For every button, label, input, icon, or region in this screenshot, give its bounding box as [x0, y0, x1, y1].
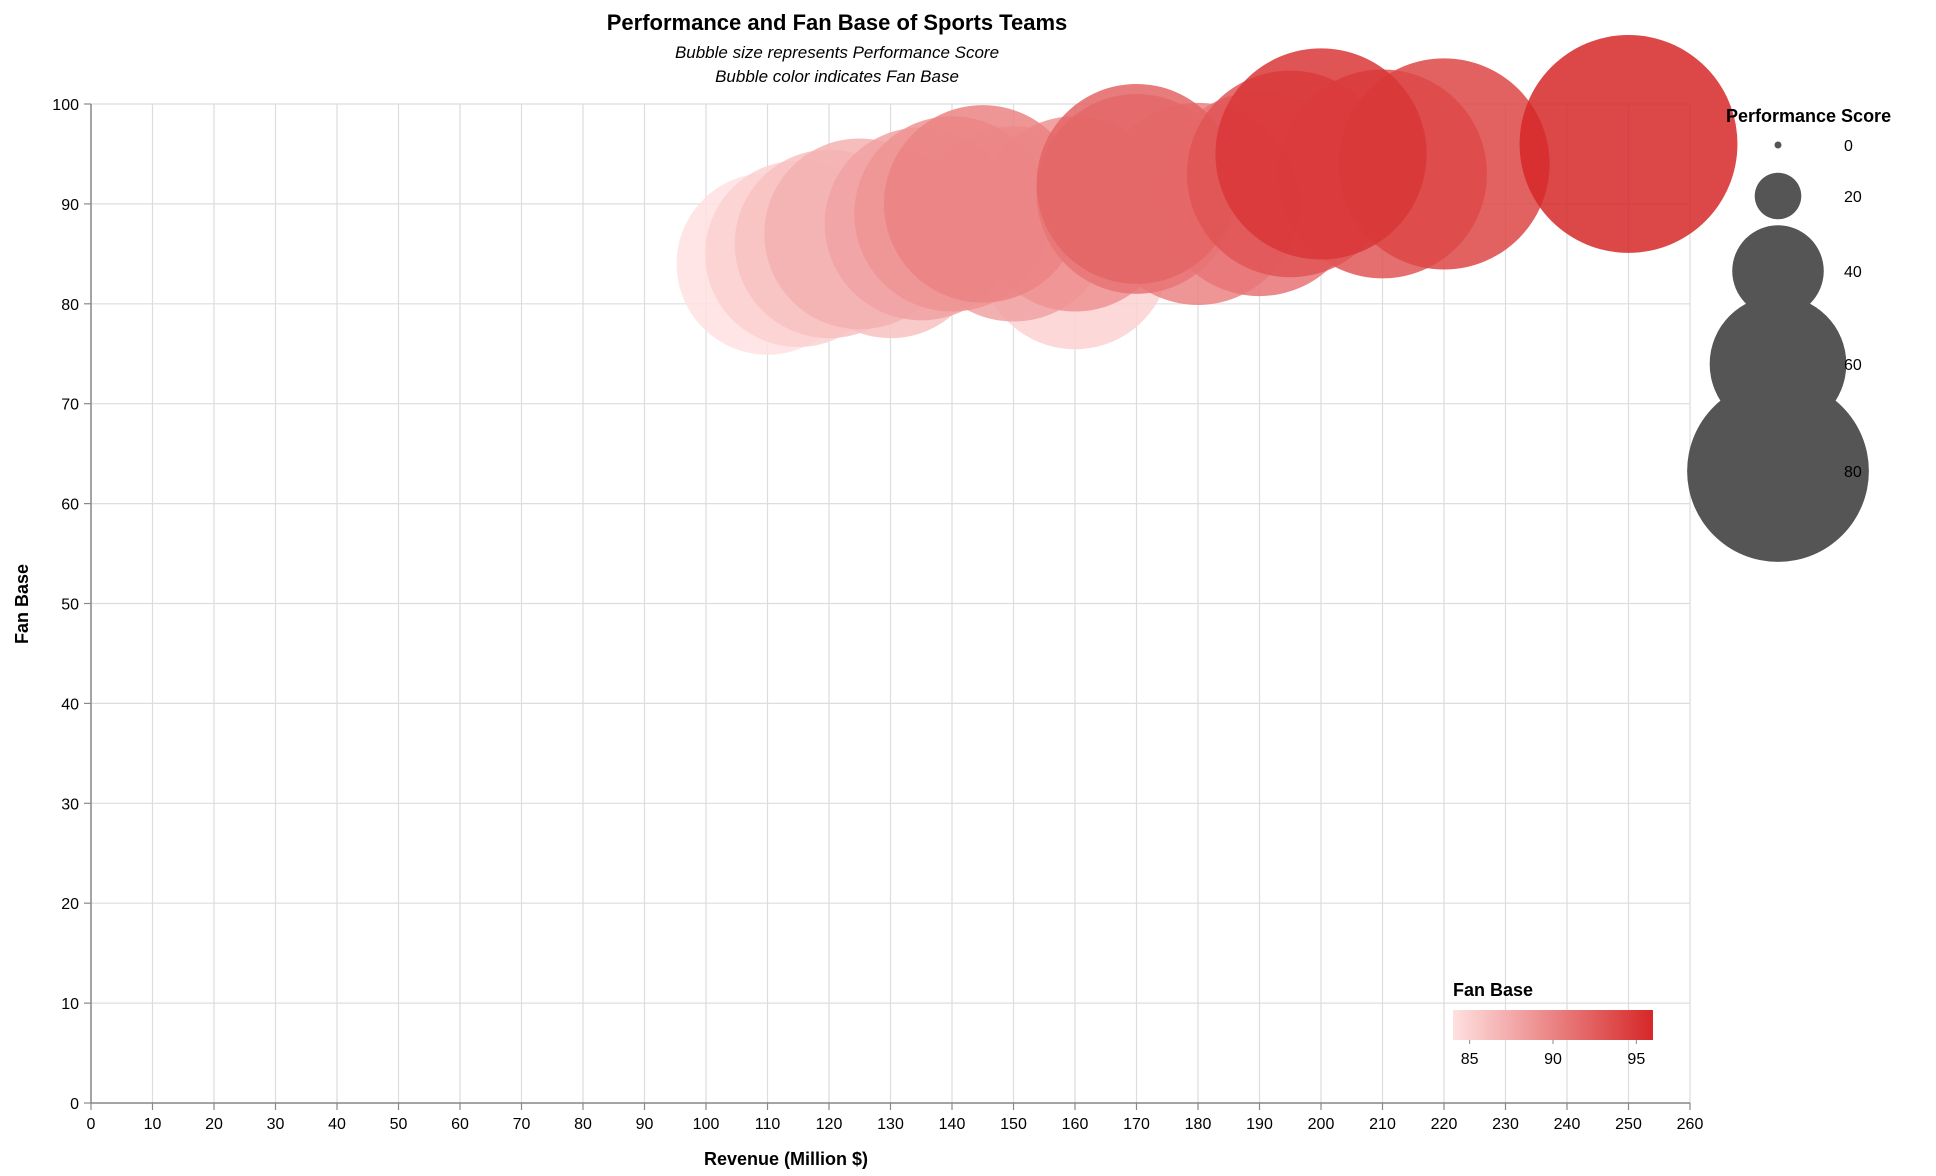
size-legend: Performance Score 0 20 40 60 80 [1687, 106, 1891, 562]
x-tick-label: 110 [755, 1116, 781, 1133]
x-tick-label: 240 [1554, 1116, 1581, 1133]
x-tick-label: 10 [144, 1116, 162, 1133]
x-tick-label: 30 [267, 1116, 285, 1133]
x-tick-label: 170 [1123, 1116, 1150, 1133]
chart-subtitle-line-1: Bubble size represents Performance Score [675, 43, 999, 62]
bubble [1215, 48, 1427, 260]
y-tick-label: 10 [61, 996, 79, 1013]
y-tick-label: 0 [70, 1096, 79, 1113]
chart-title: Performance and Fan Base of Sports Teams [607, 10, 1068, 35]
y-tick-label: 20 [61, 896, 79, 913]
bubble [883, 105, 1082, 303]
size-legend-label: 20 [1844, 189, 1862, 206]
x-tick-label: 220 [1431, 1116, 1458, 1133]
x-tick-label: 260 [1677, 1116, 1704, 1133]
y-tick-label: 60 [61, 497, 79, 514]
x-tick-label: 0 [87, 1116, 96, 1133]
x-tick-label: 160 [1062, 1116, 1089, 1133]
chart-subtitle-line-2: Bubble color indicates Fan Base [715, 67, 959, 86]
x-tick-label: 200 [1308, 1116, 1335, 1133]
x-tick-label: 250 [1615, 1116, 1642, 1133]
x-tick-label: 80 [574, 1116, 592, 1133]
color-legend-title: Fan Base [1453, 980, 1533, 1000]
y-axis-title: Fan Base [12, 564, 32, 644]
size-legend-symbol [1774, 141, 1782, 149]
x-tick-label: 190 [1246, 1116, 1273, 1133]
x-tick-label: 100 [693, 1116, 720, 1133]
x-tick-label: 40 [328, 1116, 346, 1133]
x-tick-label: 120 [816, 1116, 843, 1133]
color-legend-label: 95 [1627, 1051, 1645, 1068]
size-legend-symbol [1732, 225, 1824, 317]
y-tick-label: 100 [52, 97, 79, 114]
color-legend-label: 85 [1461, 1051, 1479, 1068]
x-tick-label: 210 [1369, 1116, 1396, 1133]
y-tick-label: 90 [61, 197, 79, 214]
y-tick-label: 50 [61, 597, 79, 614]
size-legend-symbol [1687, 380, 1869, 562]
size-legend-symbol [1754, 172, 1802, 220]
color-legend: Fan Base 85 90 95 [1453, 980, 1653, 1068]
axes: 0 10 20 30 40 50 60 70 80 90 100 110 120 130 140 150 160… [52, 97, 1703, 1133]
bubble [1519, 35, 1738, 253]
size-legend-label: 80 [1844, 464, 1862, 481]
x-tick-label: 60 [451, 1116, 469, 1133]
x-tick-label: 150 [1000, 1116, 1027, 1133]
x-axis-title: Revenue (Million $) [704, 1149, 868, 1169]
size-legend-label: 40 [1844, 264, 1862, 281]
color-legend-gradient-bar [1453, 1010, 1653, 1040]
size-legend-label: 60 [1844, 357, 1862, 374]
y-tick-label: 80 [61, 297, 79, 314]
bubble [1036, 84, 1237, 284]
x-tick-label: 230 [1492, 1116, 1519, 1133]
bubbles [676, 35, 1738, 355]
x-tick-label: 20 [205, 1116, 223, 1133]
size-legend-title: Performance Score [1726, 106, 1891, 126]
x-tick-label: 50 [390, 1116, 408, 1133]
x-tick-label: 90 [636, 1116, 654, 1133]
x-tick-label: 140 [939, 1116, 966, 1133]
y-tick-label: 30 [61, 796, 79, 813]
y-tick-label: 40 [61, 696, 79, 713]
x-tick-label: 70 [513, 1116, 531, 1133]
x-tick-label: 130 [877, 1116, 904, 1133]
size-legend-label: 0 [1844, 138, 1853, 155]
color-legend-label: 90 [1544, 1051, 1562, 1068]
y-tick-label: 70 [61, 397, 79, 414]
x-tick-label: 180 [1185, 1116, 1212, 1133]
